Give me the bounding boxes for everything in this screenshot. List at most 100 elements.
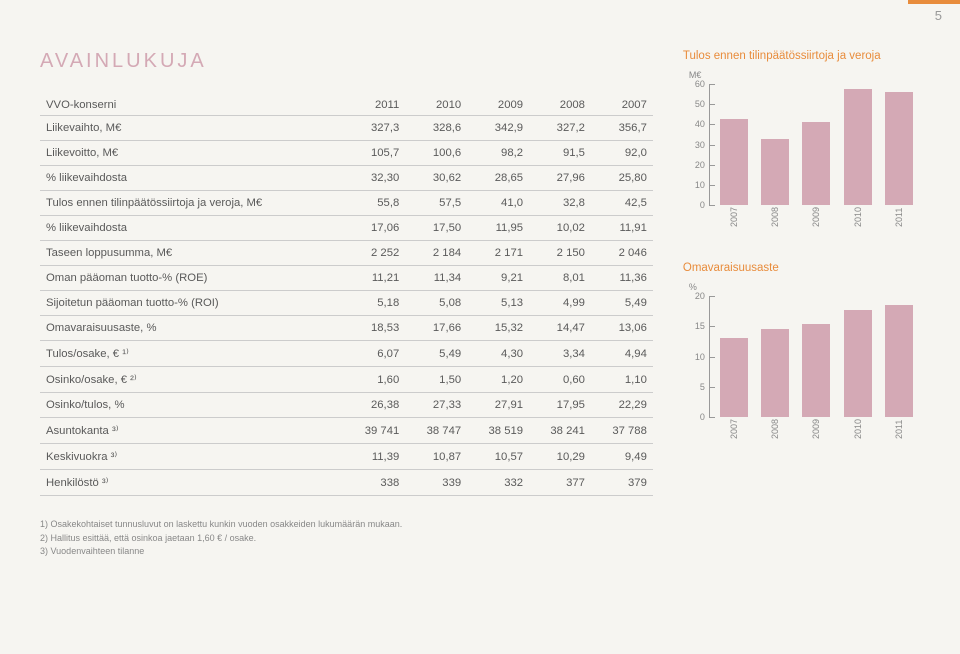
row-value: 2 252 — [343, 241, 405, 266]
row-value: 55,8 — [343, 191, 405, 216]
row-value: 17,06 — [343, 216, 405, 241]
row-value: 14,47 — [529, 316, 591, 341]
x-tick-label: 2011 — [894, 207, 904, 227]
y-tick-label: 20 — [683, 291, 705, 301]
row-value: 332 — [467, 470, 529, 496]
row-value: 57,5 — [405, 191, 467, 216]
row-value: 32,30 — [343, 166, 405, 191]
row-value: 42,5 — [591, 191, 653, 216]
row-value: 1,20 — [467, 367, 529, 393]
row-value: 4,30 — [467, 341, 529, 367]
chart2: %0510152020072008200920102011 — [683, 284, 930, 439]
y-tick-label: 5 — [683, 382, 705, 392]
x-tick-label: 2008 — [770, 419, 780, 439]
row-label: Osinko/tulos, % — [40, 393, 343, 418]
table-row: % liikevaihdosta17,0617,5011,9510,0211,9… — [40, 216, 653, 241]
row-value: 27,96 — [529, 166, 591, 191]
page-title: AVAINLUKUJA — [40, 50, 653, 73]
row-value: 9,21 — [467, 266, 529, 291]
row-value: 1,60 — [343, 367, 405, 393]
row-value: 2 171 — [467, 241, 529, 266]
row-label: Omavaraisuusaste, % — [40, 316, 343, 341]
row-label: Osinko/osake, € ²⁾ — [40, 367, 343, 393]
row-value: 92,0 — [591, 141, 653, 166]
content-wrapper: AVAINLUKUJA VVO-konserni2011201020092008… — [0, 0, 960, 579]
x-tick-label: 2007 — [729, 207, 739, 227]
plot-area — [713, 84, 920, 205]
table-row: Sijoitetun pääoman tuotto-% (ROI)5,185,0… — [40, 291, 653, 316]
chart-bar — [844, 310, 872, 417]
table-row: Henkilöstö ³⁾338339332377379 — [40, 470, 653, 496]
row-value: 39 741 — [343, 418, 405, 444]
row-value: 327,2 — [529, 116, 591, 141]
row-value: 1,10 — [591, 367, 653, 393]
y-tick — [709, 417, 715, 418]
chart2-title: Omavaraisuusaste — [683, 262, 930, 274]
row-value: 5,08 — [405, 291, 467, 316]
row-value: 11,21 — [343, 266, 405, 291]
row-value: 91,5 — [529, 141, 591, 166]
y-tick-label: 20 — [683, 160, 705, 170]
chart-bar — [885, 92, 913, 205]
row-value: 17,66 — [405, 316, 467, 341]
chart-bar — [720, 338, 748, 417]
row-value: 10,29 — [529, 444, 591, 470]
table-row: Omavaraisuusaste, %18,5317,6615,3214,471… — [40, 316, 653, 341]
table-row: Keskivuokra ³⁾11,3910,8710,5710,299,49 — [40, 444, 653, 470]
row-value: 3,34 — [529, 341, 591, 367]
left-column: AVAINLUKUJA VVO-konserni2011201020092008… — [40, 50, 653, 559]
row-value: 10,57 — [467, 444, 529, 470]
row-label: Tulos/osake, € ¹⁾ — [40, 341, 343, 367]
x-tick-label: 2011 — [894, 419, 904, 439]
table-row: % liikevaihdosta32,3030,6228,6527,9625,8… — [40, 166, 653, 191]
row-label: Asuntokanta ³⁾ — [40, 418, 343, 444]
row-label: Oman pääoman tuotto-% (ROE) — [40, 266, 343, 291]
row-value: 2 184 — [405, 241, 467, 266]
row-value: 15,32 — [467, 316, 529, 341]
row-value: 327,3 — [343, 116, 405, 141]
table-header-year: 2011 — [343, 95, 405, 116]
row-value: 38 241 — [529, 418, 591, 444]
row-value: 37 788 — [591, 418, 653, 444]
page-number: 5 — [935, 8, 942, 23]
table-header-label: VVO-konserni — [40, 95, 343, 116]
row-value: 2 150 — [529, 241, 591, 266]
table-header-year: 2009 — [467, 95, 529, 116]
table-header-year: 2008 — [529, 95, 591, 116]
row-label: % liikevaihdosta — [40, 166, 343, 191]
x-labels: 20072008200920102011 — [713, 419, 920, 439]
row-value: 4,99 — [529, 291, 591, 316]
row-value: 28,65 — [467, 166, 529, 191]
row-value: 18,53 — [343, 316, 405, 341]
table-row: Oman pääoman tuotto-% (ROE)11,2111,349,2… — [40, 266, 653, 291]
table-row: Liikevoitto, M€105,7100,698,291,592,0 — [40, 141, 653, 166]
row-value: 379 — [591, 470, 653, 496]
row-value: 27,33 — [405, 393, 467, 418]
row-value: 38 747 — [405, 418, 467, 444]
chart-bar — [844, 89, 872, 205]
y-tick-label: 50 — [683, 99, 705, 109]
row-value: 13,06 — [591, 316, 653, 341]
row-value: 338 — [343, 470, 405, 496]
row-value: 11,95 — [467, 216, 529, 241]
row-value: 342,9 — [467, 116, 529, 141]
chart-bar — [885, 305, 913, 417]
footnote-line: 2) Hallitus esittää, että osinkoa jaetaa… — [40, 532, 653, 546]
row-value: 10,02 — [529, 216, 591, 241]
row-label: Keskivuokra ³⁾ — [40, 444, 343, 470]
row-value: 1,50 — [405, 367, 467, 393]
footnotes: 1) Osakekohtaiset tunnusluvut on laskett… — [40, 518, 653, 559]
row-value: 5,18 — [343, 291, 405, 316]
row-value: 11,36 — [591, 266, 653, 291]
row-value: 6,07 — [343, 341, 405, 367]
table-row: Taseen loppusumma, M€2 2522 1842 1712 15… — [40, 241, 653, 266]
x-tick-label: 2007 — [729, 419, 739, 439]
y-tick-label: 10 — [683, 352, 705, 362]
row-value: 356,7 — [591, 116, 653, 141]
row-label: Tulos ennen tilinpäätössiirtoja ja veroj… — [40, 191, 343, 216]
y-tick-label: 0 — [683, 412, 705, 422]
table-row: Tulos ennen tilinpäätössiirtoja ja veroj… — [40, 191, 653, 216]
right-column: Tulos ennen tilinpäätössiirtoja ja veroj… — [683, 50, 930, 559]
table-row: Liikevaihto, M€327,3328,6342,9327,2356,7 — [40, 116, 653, 141]
y-tick-label: 60 — [683, 79, 705, 89]
